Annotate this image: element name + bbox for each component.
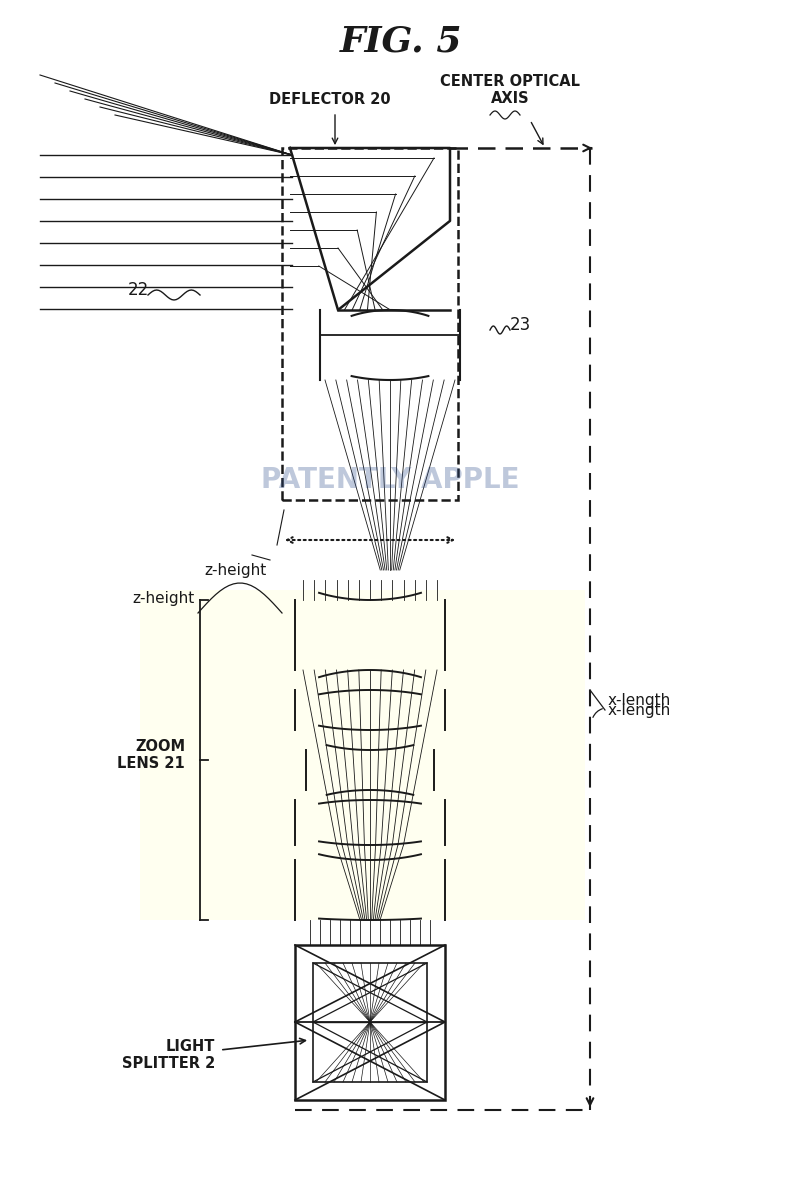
Text: 23: 23 [510,316,531,335]
Text: x-length: x-length [608,702,671,717]
Text: z-height: z-height [133,591,195,605]
Text: LIGHT
SPLITTER 2: LIGHT SPLITTER 2 [122,1039,215,1071]
Text: CENTER OPTICAL
AXIS: CENTER OPTICAL AXIS [440,73,580,106]
Text: FIG. 5: FIG. 5 [340,25,462,59]
Text: x-length: x-length [608,693,671,708]
Text: 22: 22 [128,281,148,299]
Bar [313,963,427,1082]
Text: PATENTLY APPLE: PATENTLY APPLE [261,466,519,494]
Text: z-height: z-height [205,563,267,578]
Bar [140,590,585,920]
Text: ZOOM
LENS 21: ZOOM LENS 21 [117,739,185,771]
Text: DEFLECTOR 20: DEFLECTOR 20 [269,92,391,108]
Bar [282,148,458,500]
Bar [295,944,445,1100]
